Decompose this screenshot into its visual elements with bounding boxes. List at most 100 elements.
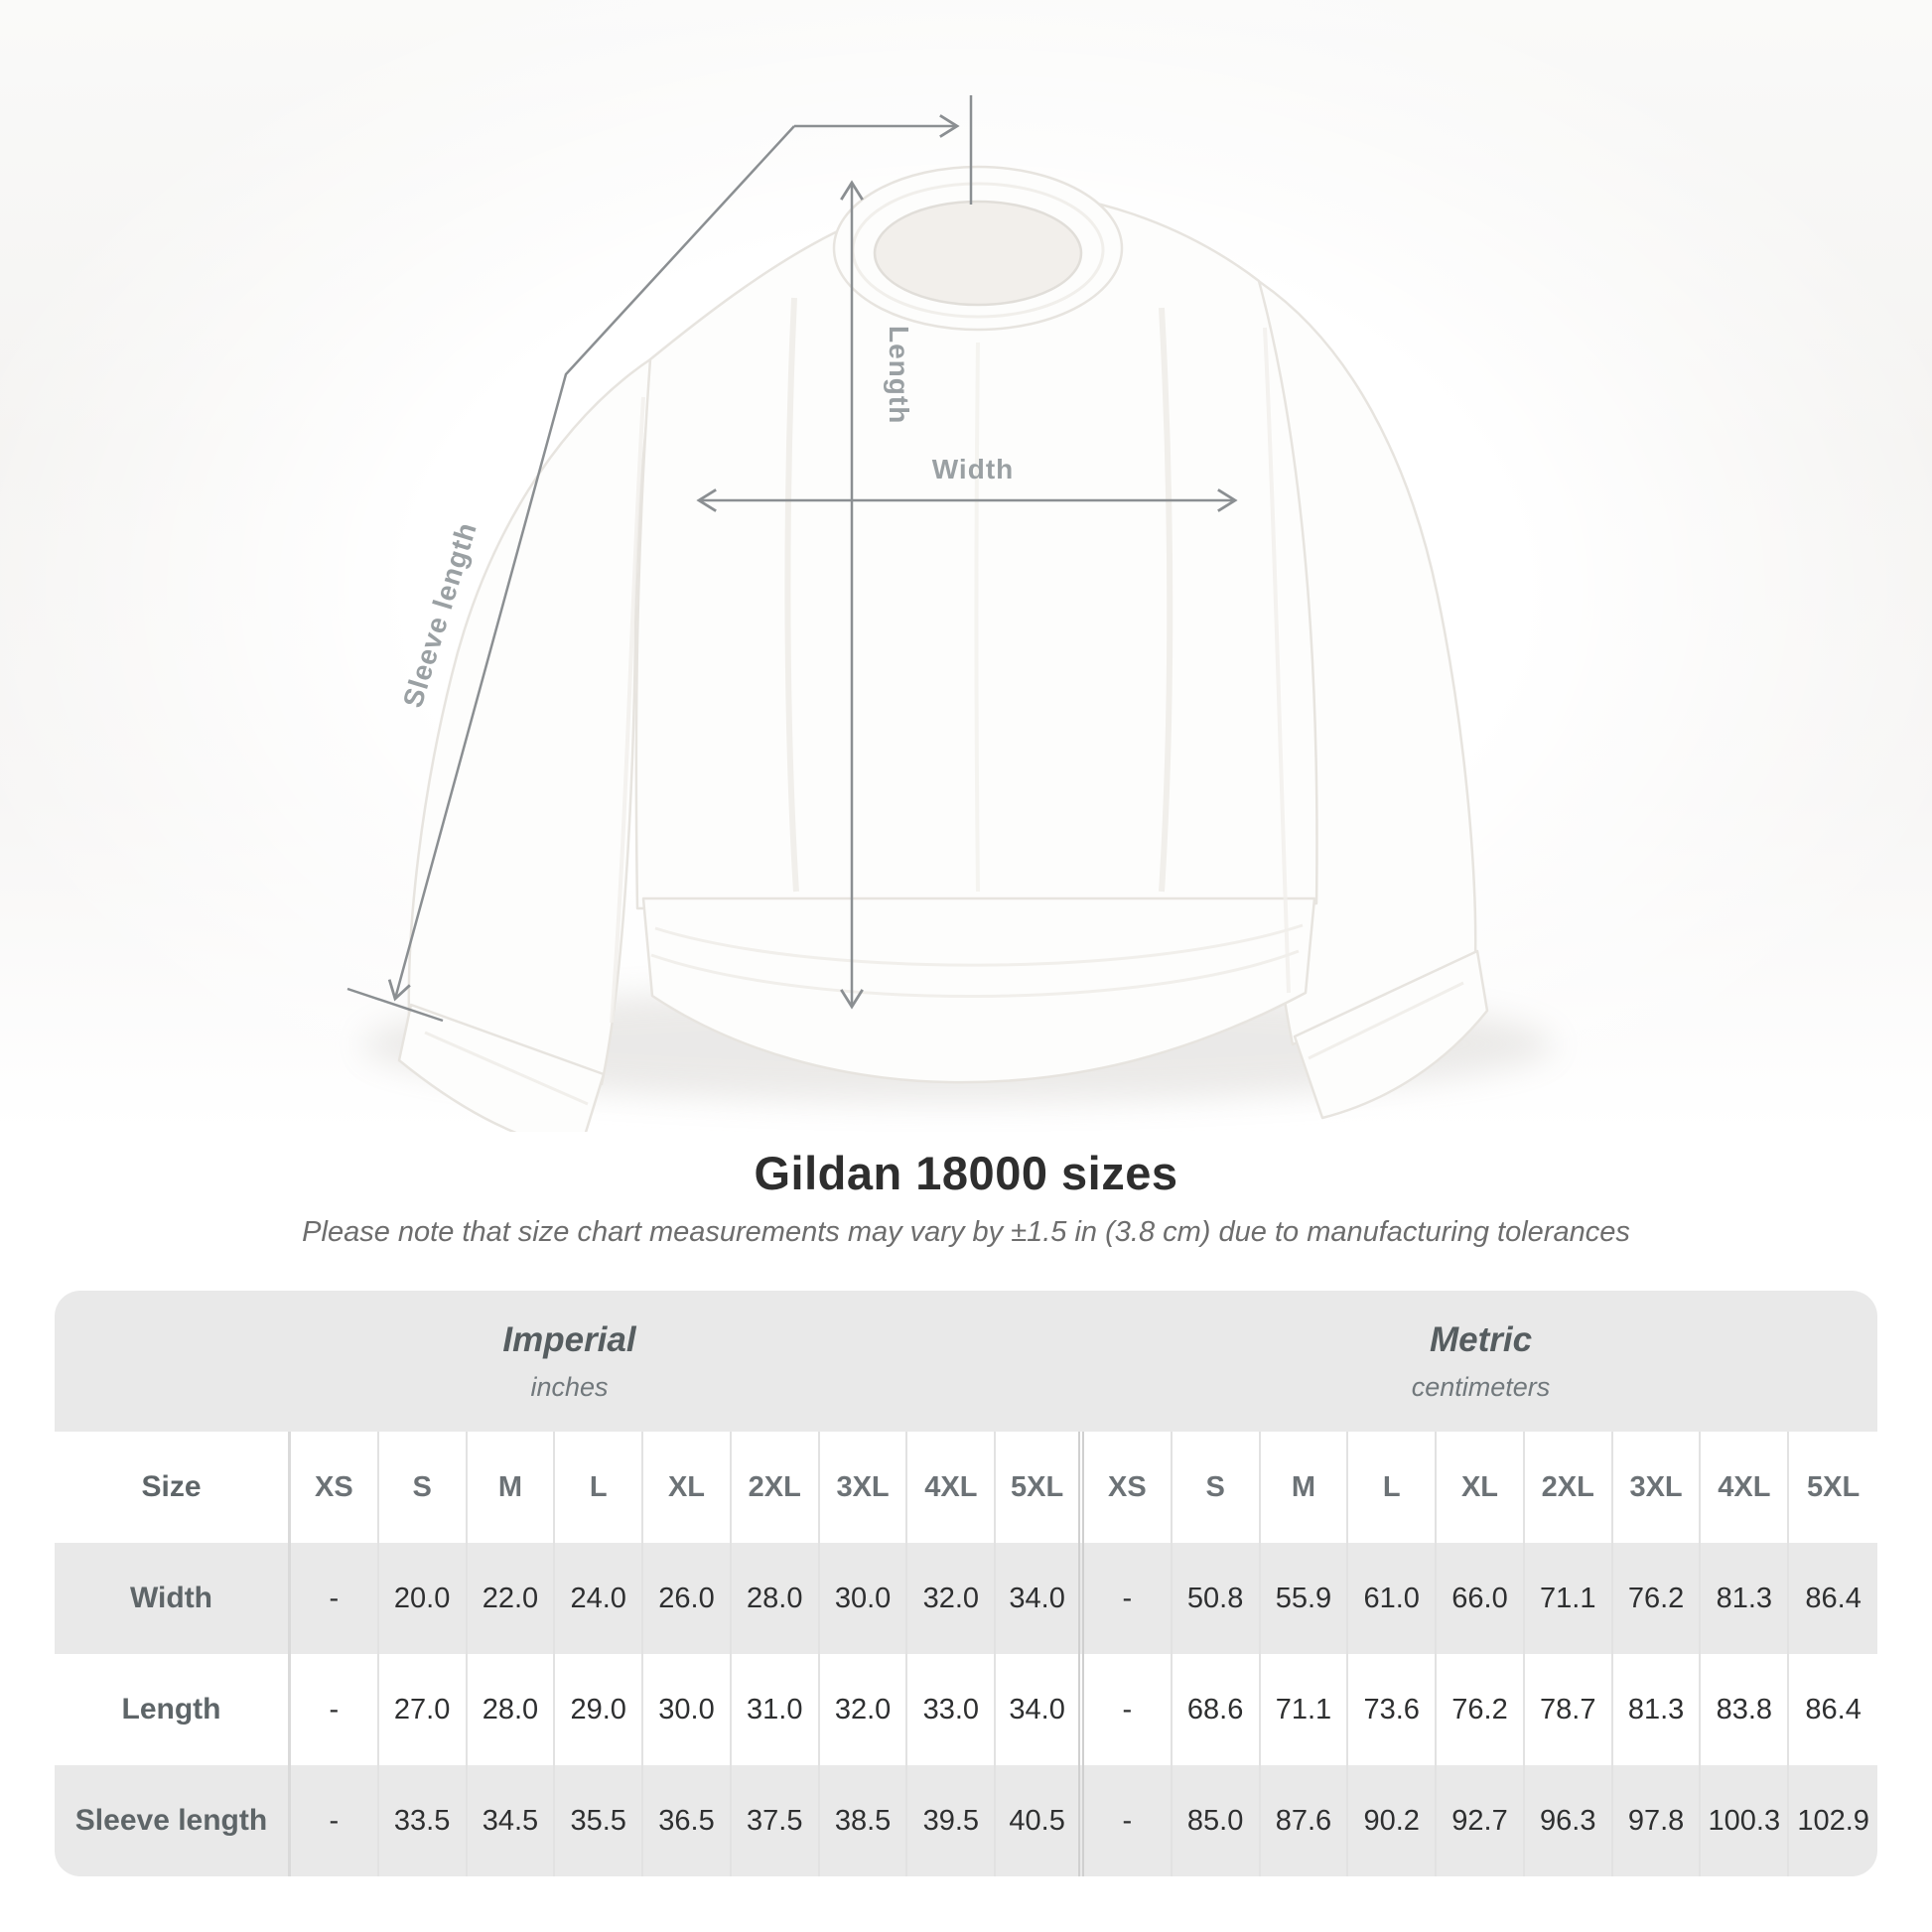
size-imperial-2xl: 2XL (732, 1432, 820, 1543)
cell: 85.0 (1173, 1765, 1261, 1876)
cell: 71.1 (1261, 1654, 1349, 1765)
cell: 26.0 (643, 1543, 732, 1654)
cell: 76.2 (1613, 1543, 1702, 1654)
cell: 96.3 (1525, 1765, 1613, 1876)
cell: 24.0 (555, 1543, 644, 1654)
sweatshirt-graphic (397, 165, 1489, 1132)
size-imperial-xl: XL (643, 1432, 732, 1543)
size-metric-xl: XL (1437, 1432, 1525, 1543)
measurement-lines (346, 95, 1238, 1023)
row-label-width: Width (55, 1543, 291, 1654)
cell: 102.9 (1797, 1804, 1869, 1837)
page-title: Gildan 18000 sizes (754, 1147, 1178, 1199)
cell: - (1084, 1765, 1173, 1876)
size-header-row: Size XS S M L XL 2XL 3XL 4XL 5XL XS S M … (55, 1432, 1877, 1543)
cell: 92.7 (1437, 1765, 1525, 1876)
tolerance-note: Please note that size chart measurements… (302, 1216, 1630, 1248)
size-imperial-4xl: 4XL (907, 1432, 997, 1543)
size-metric-l: L (1348, 1432, 1438, 1543)
cell: 100.3 (1701, 1765, 1790, 1876)
size-imperial-m: M (468, 1432, 556, 1543)
row-label-sleeve-length: Sleeve length (55, 1765, 291, 1876)
table-row-sleeve-length: Sleeve length - 33.5 34.5 35.5 36.5 37.5… (55, 1765, 1877, 1876)
cell: 35.5 (555, 1765, 644, 1876)
cell: 33.0 (907, 1654, 997, 1765)
cell: 78.7 (1525, 1654, 1613, 1765)
cell: 32.0 (820, 1654, 908, 1765)
size-table: Imperial inches Metric centimeters Size … (55, 1291, 1877, 1876)
left-cuff (397, 1003, 606, 1132)
imperial-header: Imperial inches (55, 1291, 1084, 1432)
cell: - (291, 1765, 379, 1876)
table-row-length: Length - 27.0 28.0 29.0 30.0 31.0 32.0 3… (55, 1654, 1877, 1765)
cell: 81.3 (1701, 1543, 1790, 1654)
size-imperial-s: S (379, 1432, 468, 1543)
cell: 38.5 (820, 1765, 908, 1876)
cell: 36.5 (643, 1765, 732, 1876)
product-photo: Length Width Sleeve length (0, 0, 1932, 1132)
cell: 39.5 (907, 1765, 997, 1876)
cell: 32.0 (907, 1543, 997, 1654)
cell: 66.0 (1437, 1543, 1525, 1654)
cell: 34.0 (996, 1654, 1084, 1765)
size-metric-m: M (1261, 1432, 1349, 1543)
size-metric-4xl: 4XL (1701, 1432, 1790, 1543)
size-imperial-5xl: 5XL (996, 1432, 1084, 1543)
cell: 55.9 (1261, 1543, 1349, 1654)
cell: 30.0 (643, 1654, 732, 1765)
width-label: Width (932, 454, 1015, 484)
cell: 68.6 (1173, 1654, 1261, 1765)
size-imperial-l: L (555, 1432, 644, 1543)
unit-header-row: Imperial inches Metric centimeters (55, 1291, 1877, 1432)
size-metric-3xl: 3XL (1613, 1432, 1702, 1543)
sleeve-end-tick (346, 987, 444, 1023)
cell: 34.0 (996, 1543, 1084, 1654)
cell: 29.0 (555, 1654, 644, 1765)
cell: 86.4 (1805, 1693, 1862, 1725)
cell: - (1084, 1543, 1173, 1654)
cell: 22.0 (468, 1543, 556, 1654)
collar-opening (873, 200, 1083, 307)
cell: 30.0 (820, 1543, 908, 1654)
imperial-unit: inches (530, 1371, 609, 1402)
cell: 28.0 (732, 1543, 820, 1654)
table-row-width: Width - 20.0 22.0 24.0 26.0 28.0 30.0 32… (55, 1543, 1877, 1654)
cell: 81.3 (1613, 1654, 1702, 1765)
cell: 76.2 (1437, 1654, 1525, 1765)
cell: 83.8 (1701, 1654, 1790, 1765)
metric-header: Metric centimeters (1084, 1291, 1877, 1432)
fabric-folds (424, 182, 1464, 1106)
cell: 37.5 (732, 1765, 820, 1876)
cell: 86.4 (1805, 1582, 1862, 1614)
size-metric-2xl: 2XL (1525, 1432, 1613, 1543)
cell: 20.0 (379, 1543, 468, 1654)
size-metric-xs: XS (1084, 1432, 1173, 1543)
metric-unit: centimeters (1411, 1371, 1551, 1402)
imperial-title: Imperial (502, 1319, 636, 1359)
cell: 31.0 (732, 1654, 820, 1765)
cell: 33.5 (379, 1765, 468, 1876)
cell: 28.0 (468, 1654, 556, 1765)
sweatshirt-diagram: Length Width Sleeve length (346, 95, 1554, 1132)
size-metric-s: S (1173, 1432, 1261, 1543)
cell: 27.0 (379, 1654, 468, 1765)
size-col-label: Size (55, 1432, 291, 1543)
metric-title: Metric (1429, 1319, 1533, 1359)
cell: 71.1 (1525, 1543, 1613, 1654)
cell: 61.0 (1348, 1543, 1438, 1654)
size-imperial-3xl: 3XL (820, 1432, 908, 1543)
right-cuff (1293, 949, 1489, 1120)
cell: - (1084, 1654, 1173, 1765)
cell: - (291, 1654, 379, 1765)
cell: - (291, 1543, 379, 1654)
cell: 90.2 (1348, 1765, 1438, 1876)
sleeve-length-arrow (387, 125, 795, 1002)
cell: 73.6 (1348, 1654, 1438, 1765)
cell: 87.6 (1261, 1765, 1349, 1876)
cell: 50.8 (1173, 1543, 1261, 1654)
row-label-length: Length (55, 1654, 291, 1765)
size-imperial-xs: XS (291, 1432, 379, 1543)
cell: 34.5 (468, 1765, 556, 1876)
length-label: Length (884, 326, 914, 424)
